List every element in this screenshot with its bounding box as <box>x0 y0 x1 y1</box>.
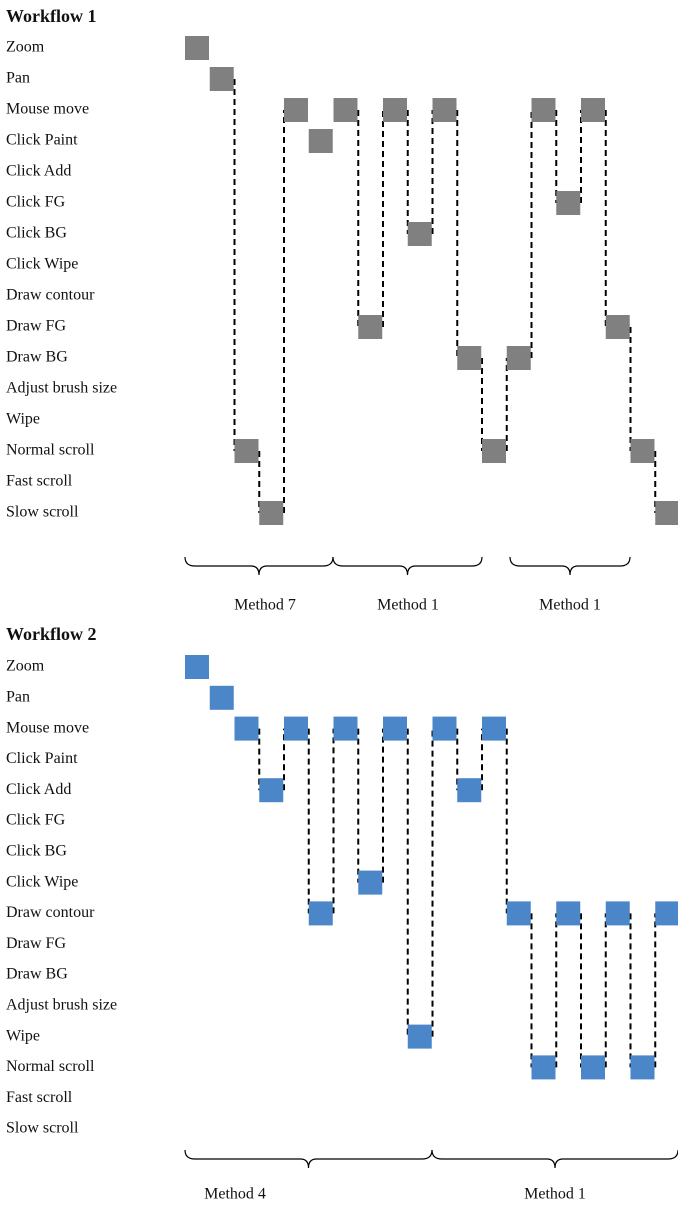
action-label: Mouse move <box>6 719 89 736</box>
action-label: Wipe <box>6 411 40 428</box>
action-label: Draw FG <box>6 935 66 952</box>
action-label: Normal scroll <box>6 442 95 459</box>
step <box>655 901 678 926</box>
action-label: Adjust brush size <box>6 996 117 1013</box>
step <box>482 716 506 741</box>
step <box>259 501 284 525</box>
method-label: Method 1 <box>377 597 439 614</box>
action-label: Draw BG <box>6 349 68 366</box>
action-label: Mouse move <box>6 101 89 118</box>
step <box>506 901 531 926</box>
action-label: Draw BG <box>6 966 68 983</box>
action-label: Click Add <box>6 781 71 798</box>
step <box>259 778 284 803</box>
step <box>407 222 432 246</box>
step <box>506 346 531 370</box>
brace <box>184 556 334 576</box>
action-label: Zoom <box>6 39 45 56</box>
action-label: Click BG <box>6 842 67 859</box>
workflow-title: Workflow 2 <box>6 624 97 644</box>
step <box>383 716 407 741</box>
step <box>432 98 457 122</box>
step <box>556 901 581 926</box>
action-label: Slow scroll <box>6 504 79 521</box>
step <box>655 501 678 525</box>
step <box>531 1055 556 1080</box>
step <box>383 98 407 122</box>
step <box>482 439 506 463</box>
step <box>185 655 209 679</box>
step <box>308 901 333 926</box>
step <box>333 716 358 741</box>
step <box>531 98 556 122</box>
action-label: Wipe <box>6 1027 40 1044</box>
step <box>358 870 383 895</box>
step <box>333 98 358 122</box>
action-label: Slow scroll <box>6 1120 79 1137</box>
action-label: Draw FG <box>6 318 66 335</box>
action-label: Pan <box>6 70 30 87</box>
method-label: Method 1 <box>539 597 601 614</box>
action-label: Click Wipe <box>6 873 78 890</box>
brace <box>431 1149 678 1169</box>
action-label: Normal scroll <box>6 1058 95 1075</box>
action-label: Draw contour <box>6 287 95 304</box>
action-label: Click Paint <box>6 750 78 767</box>
action-label: Click FG <box>6 194 66 211</box>
method-label: Method 1 <box>524 1186 586 1203</box>
action-label: Fast scroll <box>6 473 73 490</box>
step <box>556 191 581 215</box>
step <box>432 716 457 741</box>
action-label: Click BG <box>6 225 67 242</box>
step <box>234 716 259 741</box>
step <box>630 439 655 463</box>
action-label: Click Add <box>6 163 71 180</box>
brace <box>509 556 631 576</box>
step <box>308 129 333 153</box>
workflow-title: Workflow 1 <box>6 6 97 26</box>
action-label: Draw contour <box>6 904 95 921</box>
step <box>358 315 383 339</box>
step <box>234 439 259 463</box>
action-label: Pan <box>6 688 30 705</box>
action-label: Adjust brush size <box>6 380 117 397</box>
step <box>284 716 308 741</box>
step <box>185 36 209 60</box>
step <box>209 67 234 91</box>
action-label: Click FG <box>6 812 66 829</box>
step <box>605 901 630 926</box>
step <box>284 98 308 122</box>
brace <box>184 1149 433 1169</box>
step <box>581 1055 605 1080</box>
action-label: Click Paint <box>6 132 78 149</box>
step <box>457 346 482 370</box>
action-label: Zoom <box>6 658 45 675</box>
method-label: Method 4 <box>204 1186 266 1203</box>
action-label: Click Wipe <box>6 256 78 273</box>
step <box>209 685 234 710</box>
action-label: Fast scroll <box>6 1089 73 1106</box>
method-label: Method 7 <box>234 597 296 614</box>
step <box>605 315 630 339</box>
step <box>407 1024 432 1049</box>
step <box>581 98 605 122</box>
step <box>457 778 482 803</box>
step <box>630 1055 655 1080</box>
brace <box>332 556 483 576</box>
